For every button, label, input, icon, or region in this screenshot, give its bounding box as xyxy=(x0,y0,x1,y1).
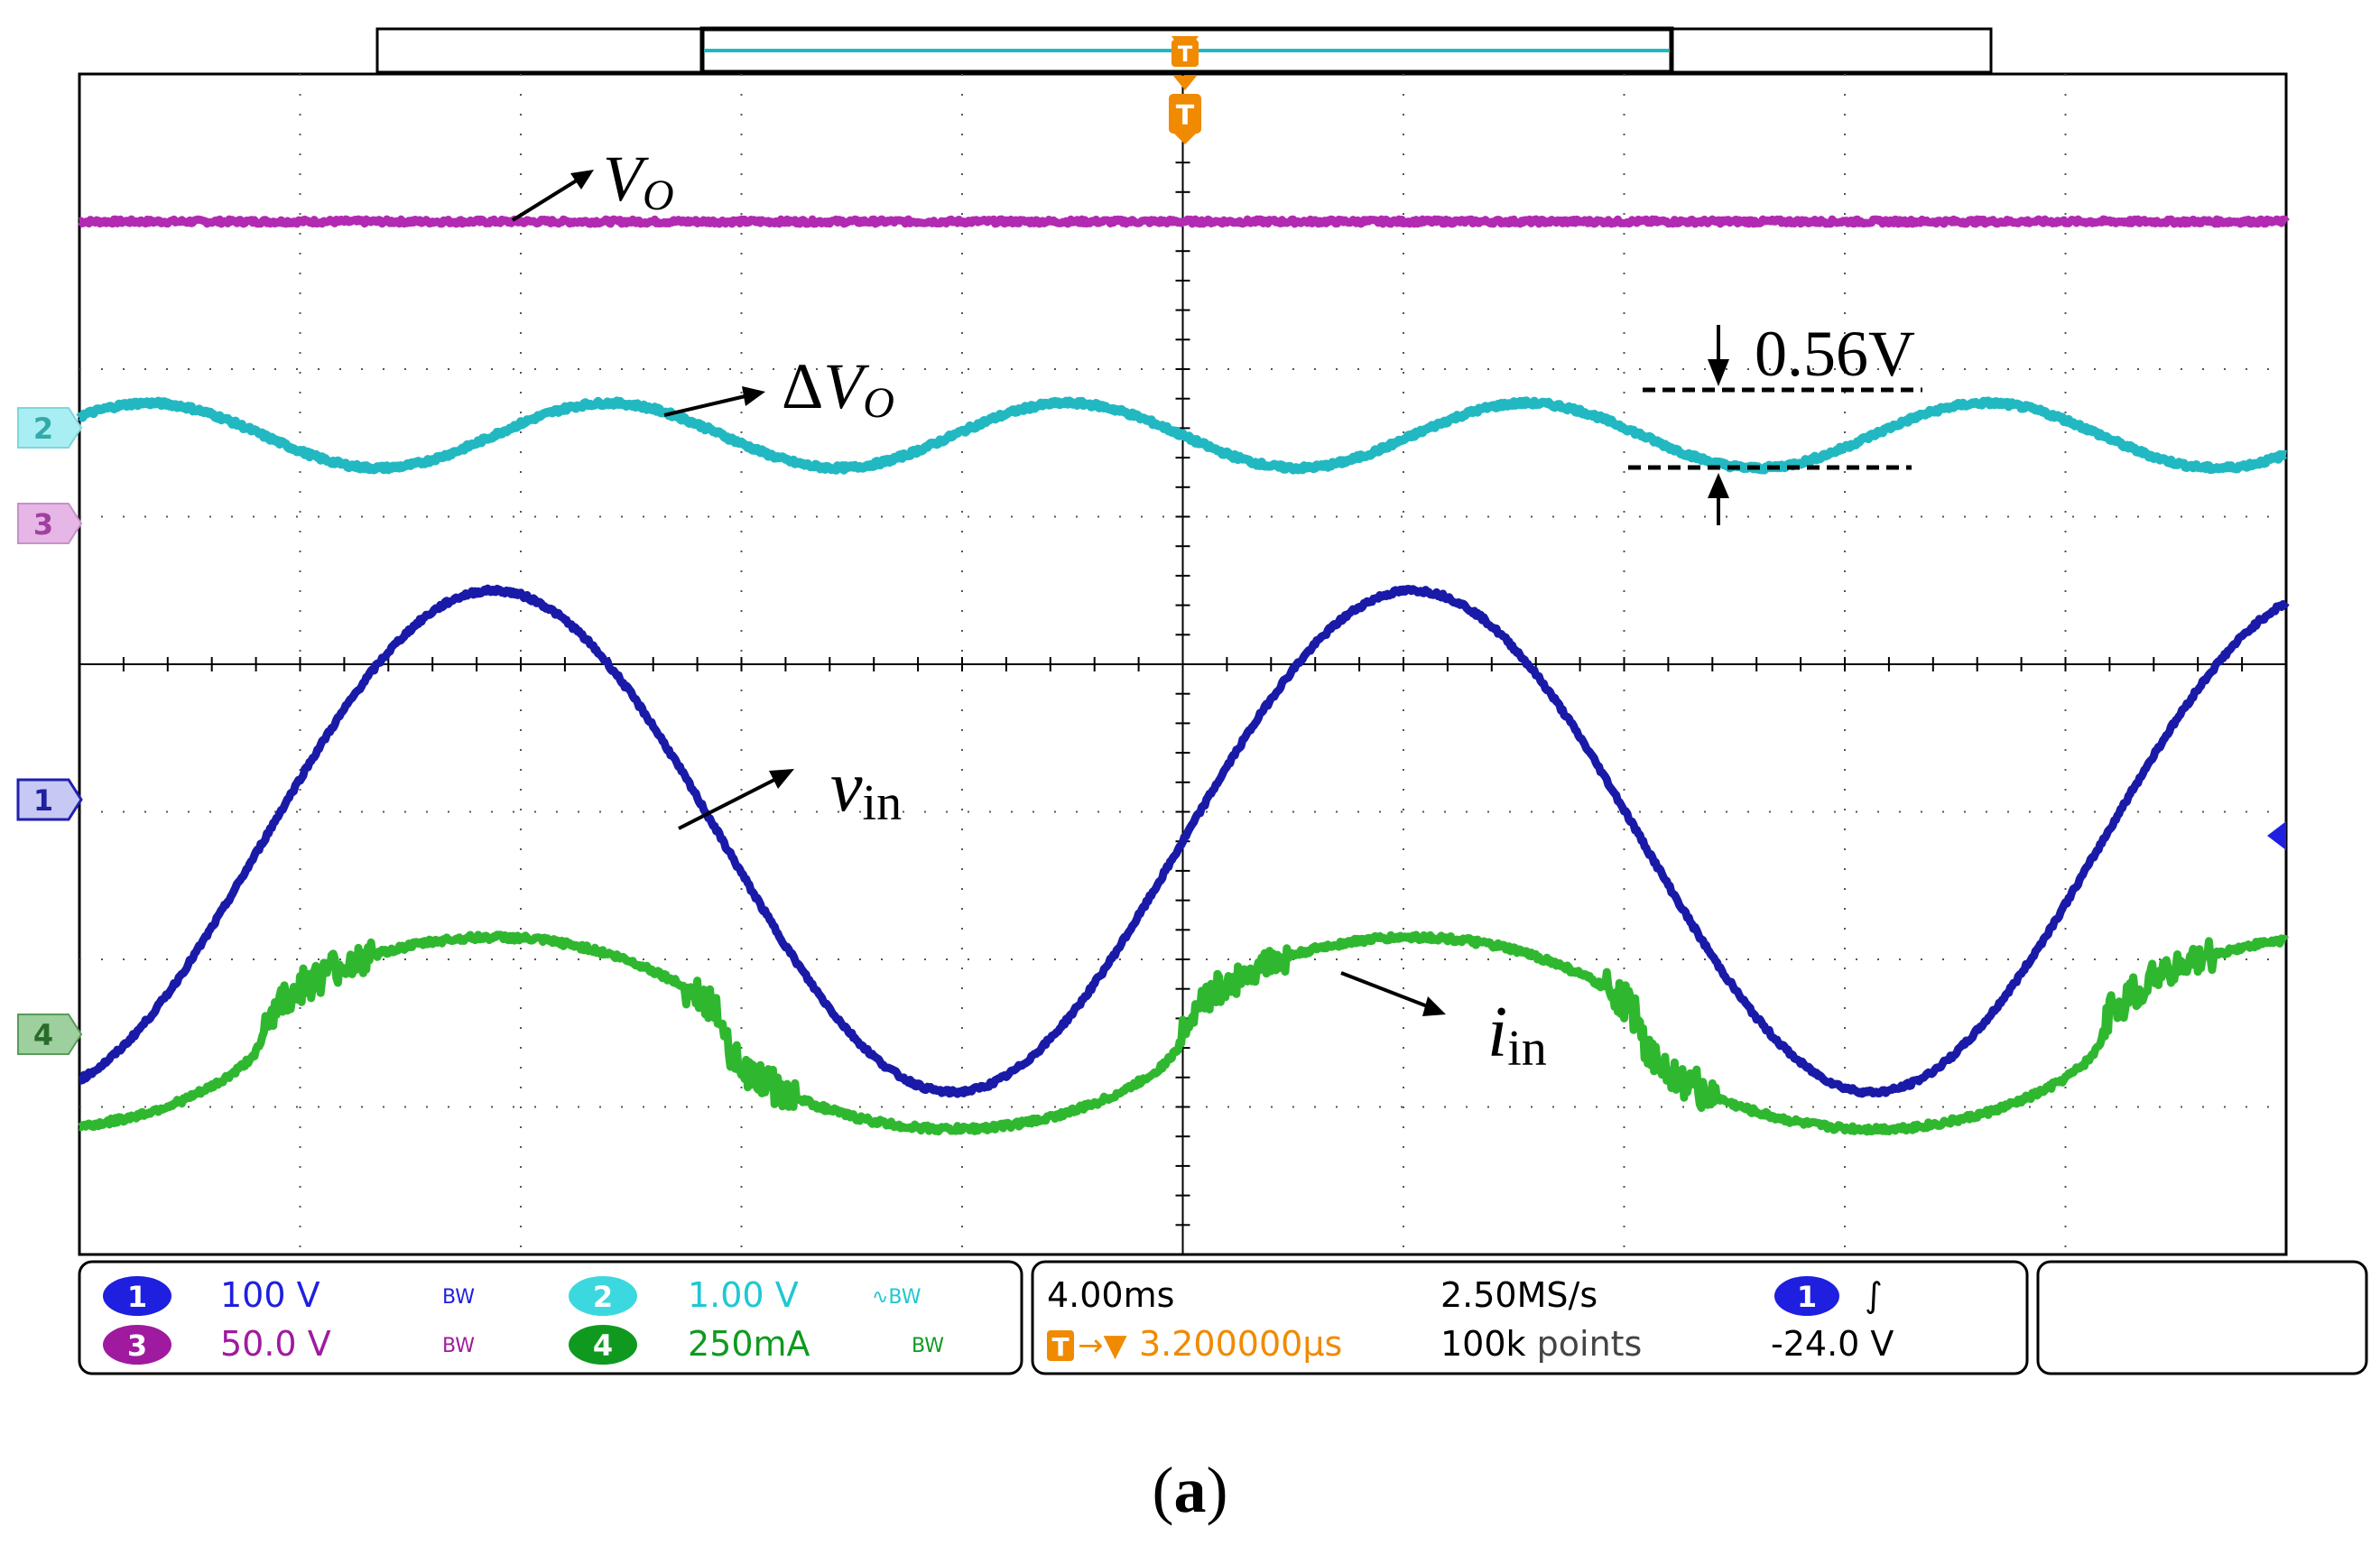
svg-text:vin: vin xyxy=(830,747,902,831)
svg-text:3: 3 xyxy=(33,507,53,542)
ch4-marker[interactable]: 4 xyxy=(17,1014,83,1055)
svg-text:T: T xyxy=(1051,1332,1069,1362)
svg-text:BW: BW xyxy=(442,1286,475,1309)
svg-text:2: 2 xyxy=(593,1280,613,1314)
trace-iin xyxy=(77,930,2290,1136)
trigger-position-marker[interactable]: T T xyxy=(1169,36,1201,144)
ripple-annotation: 0.56V xyxy=(1628,318,1922,525)
svg-text:→▼: →▼ xyxy=(1078,1328,1127,1364)
svg-text:∿BW: ∿BW xyxy=(872,1286,921,1309)
trace-VO xyxy=(77,215,2290,228)
channel-panel xyxy=(78,1260,1023,1375)
label-vin: vin xyxy=(678,747,902,831)
label-iin: iin xyxy=(1340,971,1547,1077)
record-length: 100k points xyxy=(1440,1324,1642,1364)
graticule xyxy=(79,73,2287,1255)
svg-text:T: T xyxy=(1176,100,1195,132)
svg-text:4: 4 xyxy=(593,1328,613,1363)
svg-text:1.00 V: 1.00 V xyxy=(688,1275,799,1315)
time-per-div[interactable]: 4.00ms xyxy=(1047,1275,1174,1315)
ch2-readout[interactable]: 2 1.00 V ∿BW xyxy=(569,1275,921,1316)
label-delta-vo: ΔVO xyxy=(663,350,894,427)
trace-ΔVO xyxy=(76,396,2290,475)
svg-text:BW: BW xyxy=(442,1335,475,1357)
svg-text:3: 3 xyxy=(127,1328,147,1363)
svg-text:ΔVO: ΔVO xyxy=(782,350,894,427)
empty-panel xyxy=(2036,1260,2368,1375)
ch1-trigger-level-marker[interactable] xyxy=(2267,821,2286,850)
trigger-position-readout[interactable]: T →▼ 3.200000µs xyxy=(1047,1324,1342,1364)
svg-text:3.200000µs: 3.200000µs xyxy=(1139,1324,1342,1364)
svg-text:100 V: 100 V xyxy=(220,1275,320,1315)
svg-text:2: 2 xyxy=(33,412,53,446)
traces xyxy=(76,215,2290,1136)
ch3-marker[interactable]: 3 xyxy=(17,503,83,544)
label-vo: VO xyxy=(511,143,674,222)
svg-text:50.0 V: 50.0 V xyxy=(220,1324,331,1364)
trace-vin xyxy=(77,584,2290,1098)
ch1-readout[interactable]: 1 100 V BW xyxy=(103,1275,475,1316)
status-bar: 1 100 V BW 2 1.00 V ∿BW 3 50.0 V BW 4 25… xyxy=(78,1260,2368,1375)
ripple-value: 0.56V xyxy=(1755,318,1915,390)
svg-text:250mA: 250mA xyxy=(688,1324,810,1364)
svg-text:∫: ∫ xyxy=(1865,1275,1883,1315)
svg-text:VO: VO xyxy=(603,143,674,219)
svg-text:BW: BW xyxy=(912,1335,944,1357)
svg-text:1: 1 xyxy=(127,1280,147,1314)
trigger-level[interactable]: -24.0 V xyxy=(1771,1324,1894,1364)
sample-rate: 2.50MS/s xyxy=(1440,1275,1597,1315)
svg-text:iin: iin xyxy=(1487,993,1547,1077)
ch2-marker[interactable]: 2 xyxy=(17,407,83,449)
ch3-readout[interactable]: 3 50.0 V BW xyxy=(103,1324,475,1365)
ch4-readout[interactable]: 4 250mA BW xyxy=(569,1324,944,1365)
ch1-marker[interactable]: 1 xyxy=(16,778,83,821)
trigger-source-readout[interactable]: 1 ∫ xyxy=(1774,1275,1883,1316)
figure-caption: (a) xyxy=(1152,1454,1228,1526)
svg-text:T: T xyxy=(1178,42,1193,67)
svg-text:1: 1 xyxy=(33,783,53,818)
svg-text:1: 1 xyxy=(1797,1280,1817,1314)
svg-text:4: 4 xyxy=(33,1018,53,1052)
